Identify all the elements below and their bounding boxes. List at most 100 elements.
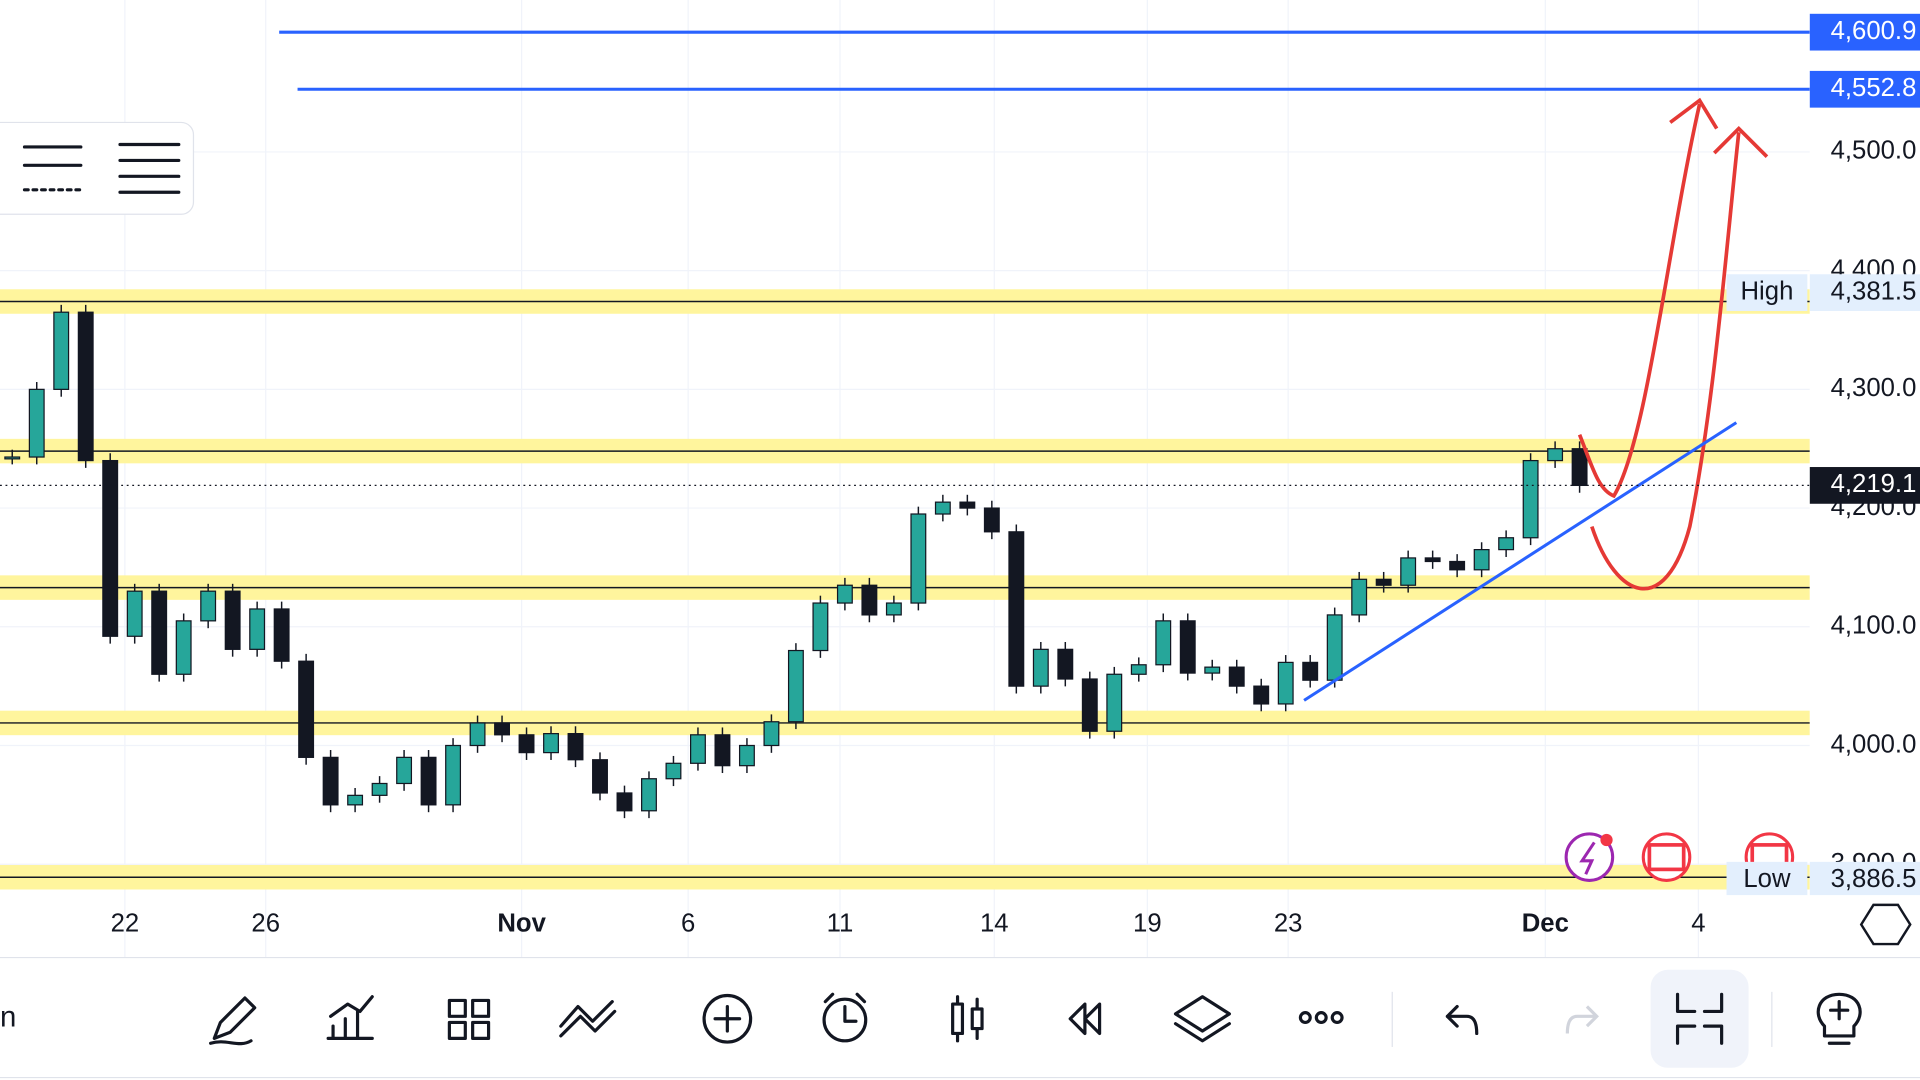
icon-glyph xyxy=(1647,843,1686,872)
candle-body xyxy=(1326,614,1343,681)
more-button[interactable] xyxy=(1298,1011,1312,1025)
price-label: 4,381.5 xyxy=(1831,277,1917,305)
candle-body xyxy=(175,620,192,675)
candle-body xyxy=(665,762,682,780)
replay-button[interactable] xyxy=(1068,1002,1102,1036)
undo-button[interactable] xyxy=(1445,1004,1479,1036)
candle-body xyxy=(347,794,364,806)
x-tick-label: 26 xyxy=(251,909,280,937)
candle-body xyxy=(1449,560,1466,571)
last-price-label: 4,219.1 xyxy=(1831,470,1917,498)
x-tick-label: 14 xyxy=(980,909,1009,937)
y-tick-label: 4,500.0 xyxy=(1831,137,1917,165)
toolbar-label: n xyxy=(0,1001,16,1034)
candle-body xyxy=(4,456,21,460)
zones xyxy=(0,289,1810,890)
axes: 4,500.04,400.04,300.04,200.04,100.04,000… xyxy=(111,13,1920,937)
candle-body xyxy=(1081,678,1098,732)
candle-body xyxy=(592,759,608,794)
layout-button[interactable] xyxy=(447,998,491,1040)
event-icon[interactable] xyxy=(1564,832,1615,882)
candle-body xyxy=(249,608,266,650)
tag-box xyxy=(1726,274,1808,311)
red-arrow xyxy=(1577,103,1702,499)
x-tick-label: 6 xyxy=(681,909,695,937)
add-button[interactable] xyxy=(702,993,753,1044)
candle-body xyxy=(616,792,633,812)
tag-label: High xyxy=(1741,277,1794,305)
candle-body xyxy=(1106,673,1123,732)
ideas-button[interactable] xyxy=(1816,992,1862,1045)
settings-icon[interactable] xyxy=(1859,903,1912,946)
icon-glyph xyxy=(1675,992,1724,1045)
indicators-button[interactable] xyxy=(326,995,374,1040)
badge xyxy=(1600,833,1613,847)
candle-body xyxy=(224,590,241,650)
fullscreen-button[interactable] xyxy=(1650,969,1749,1068)
axis-strip xyxy=(1714,895,1920,905)
price-label: 4,552.8 xyxy=(1831,74,1917,102)
candle-body xyxy=(861,584,878,616)
bar-style-button[interactable] xyxy=(951,995,984,1043)
candle-body xyxy=(1473,549,1490,571)
candle-body xyxy=(1522,459,1539,539)
y-tick-label: 4,000.0 xyxy=(1831,730,1917,758)
candle-body xyxy=(1498,537,1515,551)
bottom-toolbar: n xyxy=(0,969,1862,1068)
x-tick-label: 11 xyxy=(827,909,854,937)
candle-body xyxy=(322,756,339,806)
settings-button[interactable] xyxy=(118,142,181,194)
price-label-box xyxy=(1809,861,1920,899)
icon-glyph xyxy=(823,992,867,1023)
draw-button[interactable] xyxy=(209,996,257,1046)
candle-body xyxy=(1571,448,1588,487)
candle-body xyxy=(1351,578,1368,616)
arrow-head xyxy=(1669,97,1719,130)
panel xyxy=(0,121,195,215)
candle-body xyxy=(1155,620,1172,666)
candle-body xyxy=(371,782,388,796)
candle-body xyxy=(812,602,829,652)
red-arrow xyxy=(1590,132,1741,591)
candle-body xyxy=(28,388,45,458)
alert-button[interactable] xyxy=(822,997,868,1043)
candle-body xyxy=(494,722,510,736)
candle-body xyxy=(1400,557,1417,586)
candle-body xyxy=(836,584,853,604)
layers-button[interactable] xyxy=(1173,995,1231,1043)
object-tree-button[interactable] xyxy=(22,145,83,192)
y-tick-label: 4,300.0 xyxy=(1831,374,1917,402)
floating-panel xyxy=(0,121,195,215)
candle-body xyxy=(1547,448,1564,462)
compare-button[interactable] xyxy=(559,1000,617,1038)
candle-body xyxy=(1302,661,1319,681)
candle-body xyxy=(420,756,437,806)
price-label-box xyxy=(1809,13,1920,51)
candle-body xyxy=(469,722,486,747)
candle-body xyxy=(126,590,143,637)
candle-body xyxy=(910,513,927,604)
candle-body xyxy=(885,602,902,616)
x-tick-label: 22 xyxy=(111,909,140,937)
redo-button[interactable] xyxy=(1565,1005,1599,1034)
icon-glyph xyxy=(1579,841,1596,875)
x-tick-label: Dec xyxy=(1522,909,1569,937)
candle-body xyxy=(567,733,584,761)
trendline xyxy=(1303,421,1738,702)
x-tick-label: 19 xyxy=(1133,909,1162,937)
x-tick-label: 4 xyxy=(1691,909,1705,937)
tag-box xyxy=(1726,861,1808,899)
candle-body xyxy=(53,311,70,390)
candle-body xyxy=(298,660,315,758)
candle-body xyxy=(1032,648,1049,687)
x-tick-label: Nov xyxy=(497,909,546,937)
icon-glyph xyxy=(713,1004,742,1033)
candle-body xyxy=(714,734,731,767)
last-price-box xyxy=(1809,467,1920,504)
price-label-box xyxy=(1809,274,1920,311)
candle-body xyxy=(77,311,94,462)
candle-body xyxy=(1424,557,1441,563)
